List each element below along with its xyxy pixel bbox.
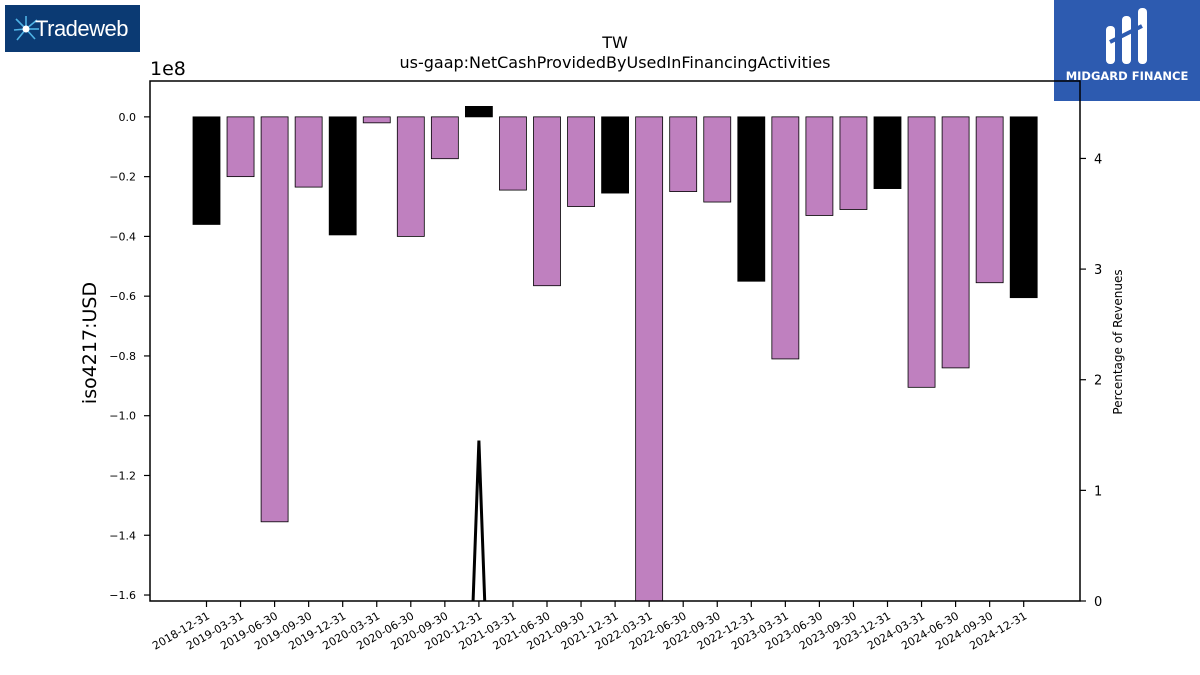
bar-2022-03-31 — [635, 116, 664, 601]
bar-2021-03-31 — [499, 116, 527, 191]
bar-2023-12-31 — [873, 116, 902, 189]
y-axis-label: iso4217:USD — [79, 282, 101, 404]
bar-2019-06-30 — [260, 116, 289, 523]
bars-group — [192, 106, 1038, 601]
bar-2023-09-30 — [839, 116, 868, 210]
y2-axis-label: Percentage of Revenues — [1111, 269, 1125, 414]
y-offset-label: 1e8 — [150, 58, 186, 80]
bar-2019-12-31 — [328, 116, 357, 236]
y-tick-label: −0.4 — [109, 230, 136, 243]
y2-tick-label: 4 — [1094, 152, 1102, 167]
bar-2020-03-31 — [362, 116, 391, 124]
bar-2018-12-31 — [192, 116, 221, 225]
tradeweb-logo: Tradeweb — [5, 5, 140, 52]
midgard-mark-icon — [1106, 8, 1147, 64]
y-tick-label: −1.6 — [109, 589, 136, 602]
y-tick-label: −0.2 — [109, 171, 136, 184]
bar-2024-03-31 — [907, 116, 936, 388]
chart-subtitle: us-gaap:NetCashProvidedByUsedInFinancing… — [399, 53, 830, 72]
bar-2020-09-30 — [430, 116, 459, 160]
y2-tick-label: 2 — [1094, 374, 1102, 389]
bar-2021-06-30 — [533, 116, 561, 287]
y-tick-label: −1.0 — [109, 410, 136, 423]
bar-2024-06-30 — [941, 116, 970, 369]
bar-2020-12-31 — [464, 106, 493, 118]
y-tick-label: −0.6 — [109, 290, 136, 303]
bar-2019-09-30 — [294, 116, 323, 188]
bar-2024-12-31 — [1009, 116, 1038, 299]
bar-2020-06-30 — [396, 116, 425, 237]
bar-2023-03-31 — [771, 116, 800, 360]
bar-2022-09-30 — [703, 116, 732, 203]
y-tick-label: 0.0 — [119, 111, 137, 124]
chart-title: TW — [601, 33, 628, 52]
bar-2022-12-31 — [737, 116, 766, 282]
tradeweb-logo-text: Tradeweb — [35, 16, 129, 41]
bar-2021-12-31 — [601, 116, 629, 194]
y2-tick-label: 3 — [1094, 263, 1102, 278]
starburst-icon — [13, 16, 39, 41]
y-tick-label: −1.4 — [109, 529, 136, 542]
bar-2021-09-30 — [567, 116, 595, 207]
y2-tick-label: 1 — [1094, 484, 1102, 499]
y-tick-label: −1.2 — [109, 469, 136, 482]
midgard-finance-logo: MIDGARD FINANCE — [1054, 0, 1200, 101]
y2-tick-label: 0 — [1094, 595, 1102, 610]
percentage-line — [471, 440, 487, 601]
bar-2023-06-30 — [805, 116, 834, 216]
bar-2022-06-30 — [669, 116, 698, 192]
y-tick-label: −0.8 — [109, 350, 136, 363]
midgard-finance-logo-text: MIDGARD FINANCE — [1065, 69, 1189, 83]
bar-2019-03-31 — [226, 116, 255, 178]
bar-2024-09-30 — [975, 116, 1004, 284]
percentage-line-group — [471, 440, 487, 601]
